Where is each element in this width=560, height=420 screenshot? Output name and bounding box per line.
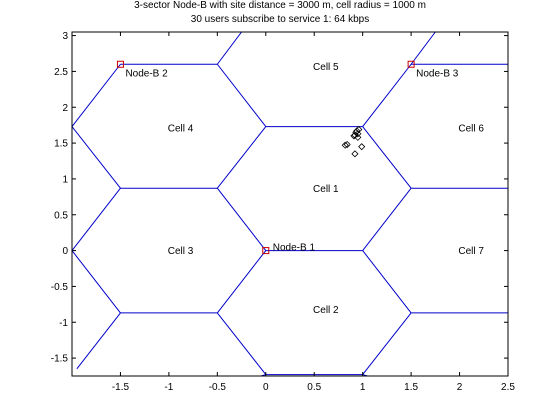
user-points <box>341 125 366 158</box>
y-tick-label: 3 <box>62 31 68 42</box>
x-tick-label: 1.5 <box>404 382 418 393</box>
cell-label-cell-3: Cell 3 <box>168 246 194 257</box>
chart-title: 3-sector Node-B with site distance = 300… <box>134 0 426 11</box>
user-point <box>358 143 366 151</box>
x-tick-label: 0.5 <box>307 382 321 393</box>
cell-label-cell-4: Cell 4 <box>168 124 194 135</box>
user-point <box>343 140 351 149</box>
node-b-marker-3 <box>407 60 415 68</box>
cell-edge <box>362 126 412 189</box>
y-tick-label: 1.5 <box>54 139 68 150</box>
cell-edge <box>72 250 121 314</box>
node-b-markers: Node-B 1 Node-B 2 Node-B 3 <box>116 60 459 255</box>
cell-edge <box>72 126 121 189</box>
cell-edge <box>362 250 412 314</box>
cell-boundaries <box>72 32 508 376</box>
cell-edge <box>72 187 121 251</box>
y-tick-label: 0.5 <box>54 210 68 221</box>
cell-edge <box>362 63 412 127</box>
cell-edge <box>72 63 121 127</box>
y-tick-label: -0.5 <box>51 282 69 293</box>
node-b-marker-1 <box>262 247 270 255</box>
cell-label-cell-1: Cell 1 <box>313 184 339 195</box>
cell-edge <box>216 32 242 65</box>
y-tick-label: 2 <box>62 103 68 114</box>
x-tick-label: 1 <box>360 382 366 393</box>
cell-labels: Cell 1 Cell 2 Cell 3 Cell 4 Cell 5 Cell 6 Cell… <box>168 62 485 316</box>
node-b-label-3: Node-B 3 <box>416 68 459 79</box>
cell-edge <box>362 312 412 375</box>
cell-label-cell-7: Cell 7 <box>458 246 484 257</box>
cell-label-cell-2: Cell 2 <box>313 305 339 316</box>
y-tick-label: -1.5 <box>51 354 69 365</box>
cell-edge <box>76 312 121 370</box>
x-tick-label: 2.5 <box>501 382 515 393</box>
chart-subtitle: 30 users subscribe to service 1: 64 kbps <box>190 14 370 25</box>
cell-edge <box>216 187 267 251</box>
node-b-label-2: Node-B 2 <box>125 68 168 79</box>
x-tick-label: -0.5 <box>209 382 227 393</box>
y-tick-label: 0 <box>62 246 68 257</box>
x-tick-label: 2 <box>457 382 463 393</box>
cell-edge <box>216 126 267 189</box>
user-point <box>354 133 362 141</box>
cell-edge <box>362 187 412 251</box>
cell-label-cell-6: Cell 6 <box>458 124 484 135</box>
node-b-marker-2 <box>116 60 124 68</box>
cell-edge <box>216 250 267 314</box>
user-point <box>350 132 358 140</box>
cell-edge <box>216 63 267 127</box>
cell-label-cell-5: Cell 5 <box>313 62 339 73</box>
node-b-label-1: Node-B 1 <box>273 243 316 254</box>
user-point <box>341 141 349 149</box>
cell-edge <box>410 32 436 65</box>
y-tick-label: -1 <box>59 318 68 329</box>
axis-ticks: -1.5 -1 -0.5 0 0.5 1 1.5 2 2.5 -1.5 -1 -0.5 0 0.5 1 1.5… <box>51 31 516 393</box>
y-tick-label: 1 <box>62 174 68 185</box>
user-point <box>351 150 359 158</box>
x-tick-label: 0 <box>263 382 269 393</box>
cell-edge <box>216 312 267 375</box>
user-point <box>355 125 363 134</box>
x-tick-label: -1.5 <box>112 382 130 393</box>
axes-box <box>71 31 509 377</box>
y-tick-label: 2.5 <box>54 67 68 78</box>
x-tick-label: -1 <box>164 382 173 393</box>
